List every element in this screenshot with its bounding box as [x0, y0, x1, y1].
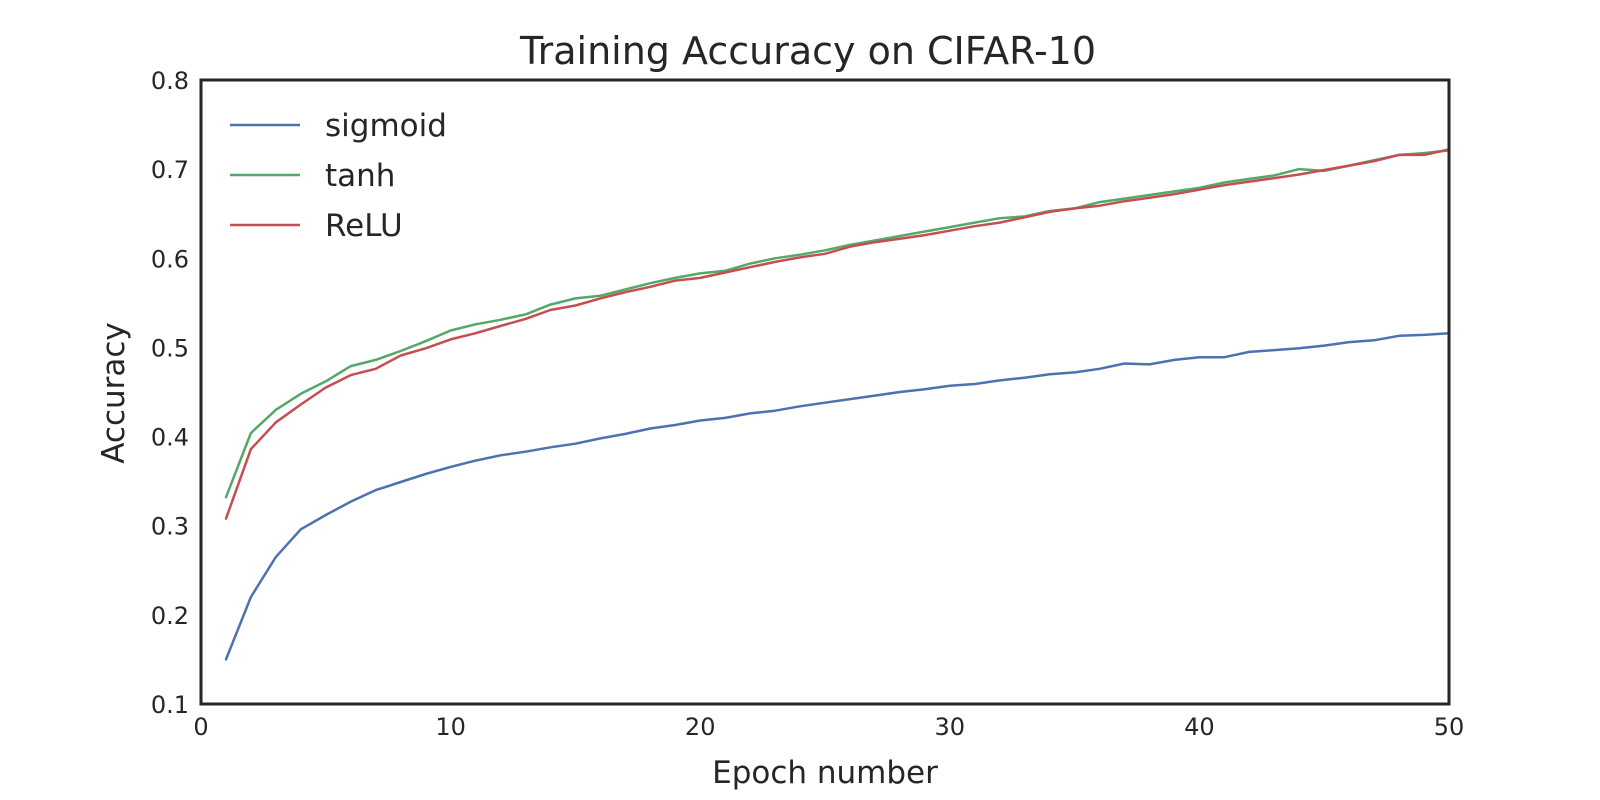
legend-entry-tanh: tanh [230, 158, 395, 194]
y-axis-label: Accuracy [96, 322, 132, 464]
legend-label: ReLU [325, 208, 403, 244]
series-lines [224, 148, 1451, 661]
x-tick-label: 0 [193, 713, 208, 741]
y-tick-label: 0.8 [151, 67, 189, 95]
x-tick-label: 50 [1434, 713, 1465, 741]
legend-label: sigmoid [325, 108, 447, 144]
y-tick-label: 0.3 [151, 513, 189, 541]
y-tick-label: 0.4 [151, 424, 189, 452]
x-axis-label: Epoch number [712, 755, 938, 791]
legend-entry-sigmoid: sigmoid [230, 108, 447, 144]
series-line-relu [224, 148, 1451, 520]
x-tick-label: 20 [685, 713, 716, 741]
y-tick-label: 0.7 [151, 156, 189, 184]
y-tick-label: 0.1 [151, 691, 189, 719]
legend-label: tanh [325, 158, 395, 194]
plot-frame [199, 78, 1451, 706]
series-line-tanh [224, 149, 1451, 499]
legend: sigmoid tanh ReLU [230, 108, 447, 244]
y-tick-label: 0.2 [151, 602, 189, 630]
x-tick-label: 40 [1184, 713, 1215, 741]
y-tick-label: 0.6 [151, 245, 189, 273]
x-tick-label: 10 [435, 713, 466, 741]
x-tick-label: 30 [935, 713, 966, 741]
chart-title: Training Accuracy on CIFAR-10 [519, 29, 1096, 73]
y-tick-label: 0.5 [151, 334, 189, 362]
series-line-sigmoid [224, 331, 1451, 661]
legend-entry-relu: ReLU [230, 208, 403, 244]
axis-ticks: 0 10 20 30 40 50 0.1 0.2 0.3 0.4 0.5 0.6 0.7 0.8 [151, 67, 1464, 741]
